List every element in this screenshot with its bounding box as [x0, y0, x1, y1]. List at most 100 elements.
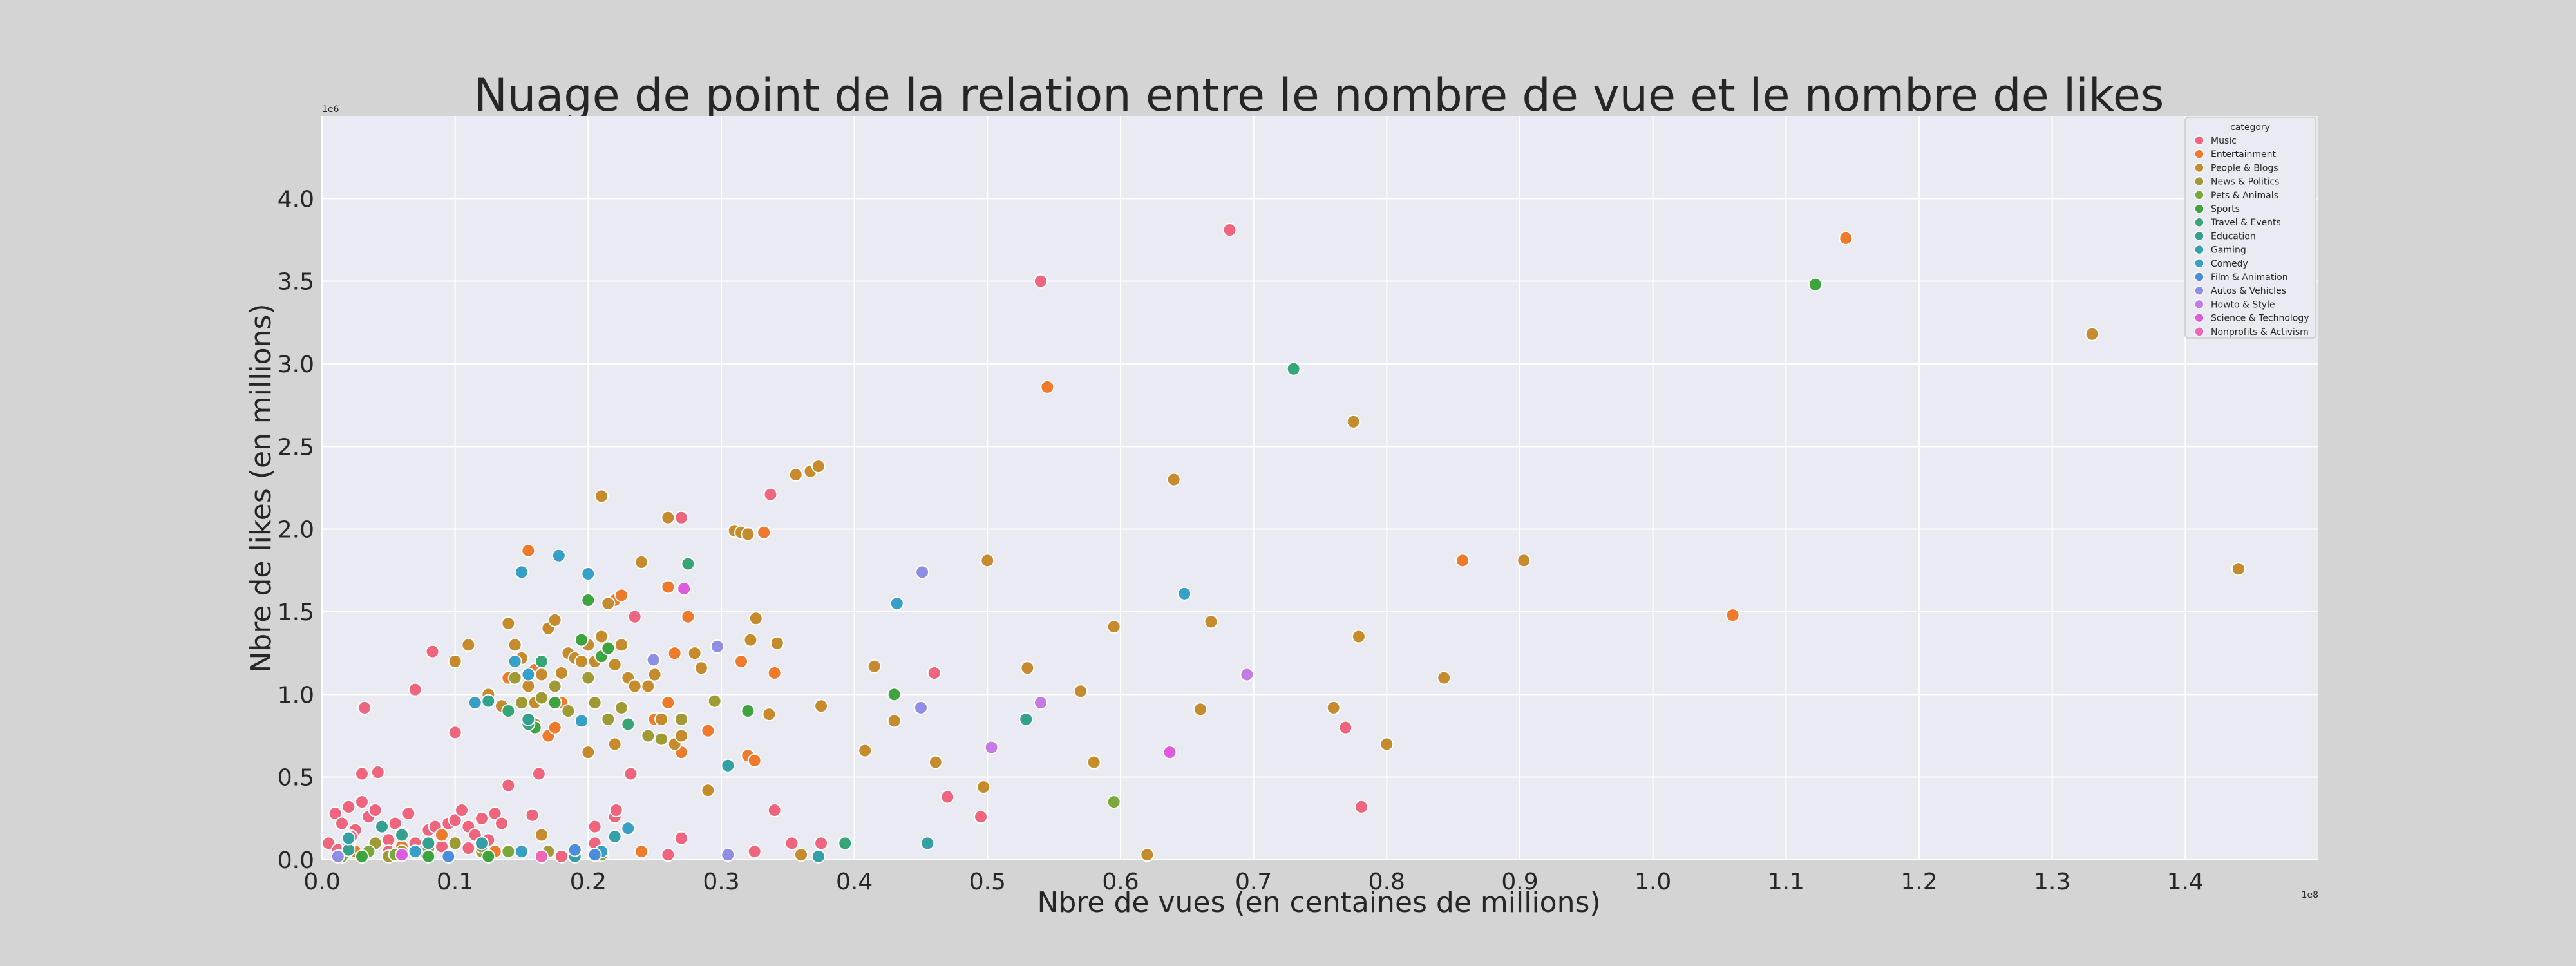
x-tick-label: 0.7: [1235, 869, 1272, 895]
data-point: [547, 720, 562, 735]
legend-entry: Howto & Style: [2211, 299, 2275, 310]
data-point: [858, 743, 873, 758]
data-point: [654, 732, 668, 746]
x-tick-label: 0.3: [703, 869, 739, 895]
y-tick-label: 3.0: [278, 352, 314, 378]
legend-marker: [2194, 149, 2204, 159]
x-tick-label: 1.0: [1634, 869, 1671, 895]
data-point: [581, 670, 596, 685]
x-tick-label: 0.0: [303, 869, 340, 895]
data-point: [507, 670, 522, 685]
data-point: [448, 654, 462, 668]
data-point: [641, 728, 656, 743]
data-point: [1839, 231, 1853, 245]
data-point: [355, 766, 369, 781]
data-point: [741, 527, 755, 542]
data-point: [928, 755, 943, 770]
data-point: [341, 799, 356, 814]
y-axis-ticks: 0.0 0.5 1.0 1.5 2.0 2.5 3.0 3.5 4.0: [278, 186, 314, 874]
data-point: [887, 687, 902, 702]
y-tick-label: 4.0: [278, 186, 314, 213]
legend-marker: [2194, 176, 2204, 187]
data-point: [694, 661, 708, 676]
legend-marker: [2194, 190, 2204, 200]
data-point: [641, 679, 656, 694]
data-point: [1326, 700, 1341, 715]
x-tick-label: 0.1: [437, 869, 473, 895]
legend-marker: [2194, 285, 2204, 296]
legend-marker: [2194, 327, 2204, 337]
legend-entry: Entertainment: [2211, 149, 2277, 160]
data-point: [748, 611, 763, 626]
data-point: [710, 639, 724, 654]
legend-marker: [2194, 231, 2204, 242]
data-point: [330, 849, 345, 864]
data-point: [614, 700, 629, 715]
data-point: [448, 836, 462, 851]
legend: category Music Entertainment People & Blog…: [2184, 117, 2316, 339]
data-point: [741, 704, 755, 718]
data-point: [535, 849, 549, 864]
data-point: [607, 829, 622, 844]
data-point: [757, 525, 772, 540]
data-point: [328, 806, 343, 821]
data-point: [335, 816, 349, 831]
legend-entry: Nonprofits & Activism: [2211, 327, 2309, 337]
data-point: [375, 819, 389, 834]
data-point: [915, 565, 930, 580]
data-point: [357, 700, 372, 715]
data-point: [481, 694, 496, 708]
legend-entry: Education: [2211, 231, 2256, 242]
data-point: [551, 548, 566, 563]
data-point: [554, 665, 569, 680]
data-point: [677, 582, 692, 596]
data-point: [661, 580, 676, 594]
data-point: [448, 725, 462, 740]
legend-frame: [2184, 117, 2316, 339]
data-point: [421, 836, 436, 851]
legend-marker: [2194, 135, 2204, 146]
data-point: [974, 810, 988, 824]
legend-entry: Gaming: [2211, 245, 2246, 256]
y-axis-offset-label: 1e6: [322, 104, 339, 115]
data-point: [1346, 414, 1361, 429]
data-point: [623, 766, 638, 781]
data-point: [388, 816, 402, 831]
data-point: [654, 712, 668, 726]
data-point: [355, 795, 369, 810]
data-point: [547, 696, 562, 710]
data-point: [370, 764, 385, 779]
plot-area: [322, 116, 2318, 860]
data-point: [767, 665, 782, 680]
data-point: [1286, 361, 1301, 376]
data-point: [1222, 223, 1237, 238]
data-point: [368, 803, 383, 817]
data-point: [1020, 661, 1035, 676]
y-tick-label: 3.5: [278, 269, 314, 296]
data-point: [661, 848, 676, 862]
data-point: [594, 629, 609, 644]
data-point: [1338, 720, 1353, 735]
data-point: [501, 778, 516, 793]
data-point: [707, 694, 722, 708]
grid-lines: [321, 116, 2318, 860]
data-point: [341, 831, 356, 846]
data-point: [867, 659, 882, 674]
data-point: [674, 728, 688, 743]
data-point: [475, 811, 489, 826]
data-point: [1455, 553, 1470, 568]
data-point: [475, 836, 489, 851]
scatter-points: [321, 223, 2246, 864]
legend-title: category: [2230, 122, 2270, 133]
data-point: [734, 654, 748, 668]
y-tick-label: 2.0: [278, 517, 314, 544]
data-point: [980, 553, 995, 568]
data-point: [1177, 586, 1192, 601]
data-point: [984, 740, 999, 755]
x-axis-ticks: 0.0 0.1 0.2 0.3 0.4 0.5 0.6 0.7 0.8 0.9 1.0 1.1 1.2 1…: [303, 869, 2204, 895]
data-point: [927, 665, 942, 680]
data-point: [614, 588, 629, 603]
data-point: [811, 459, 826, 474]
x-tick-label: 0.8: [1368, 869, 1405, 895]
